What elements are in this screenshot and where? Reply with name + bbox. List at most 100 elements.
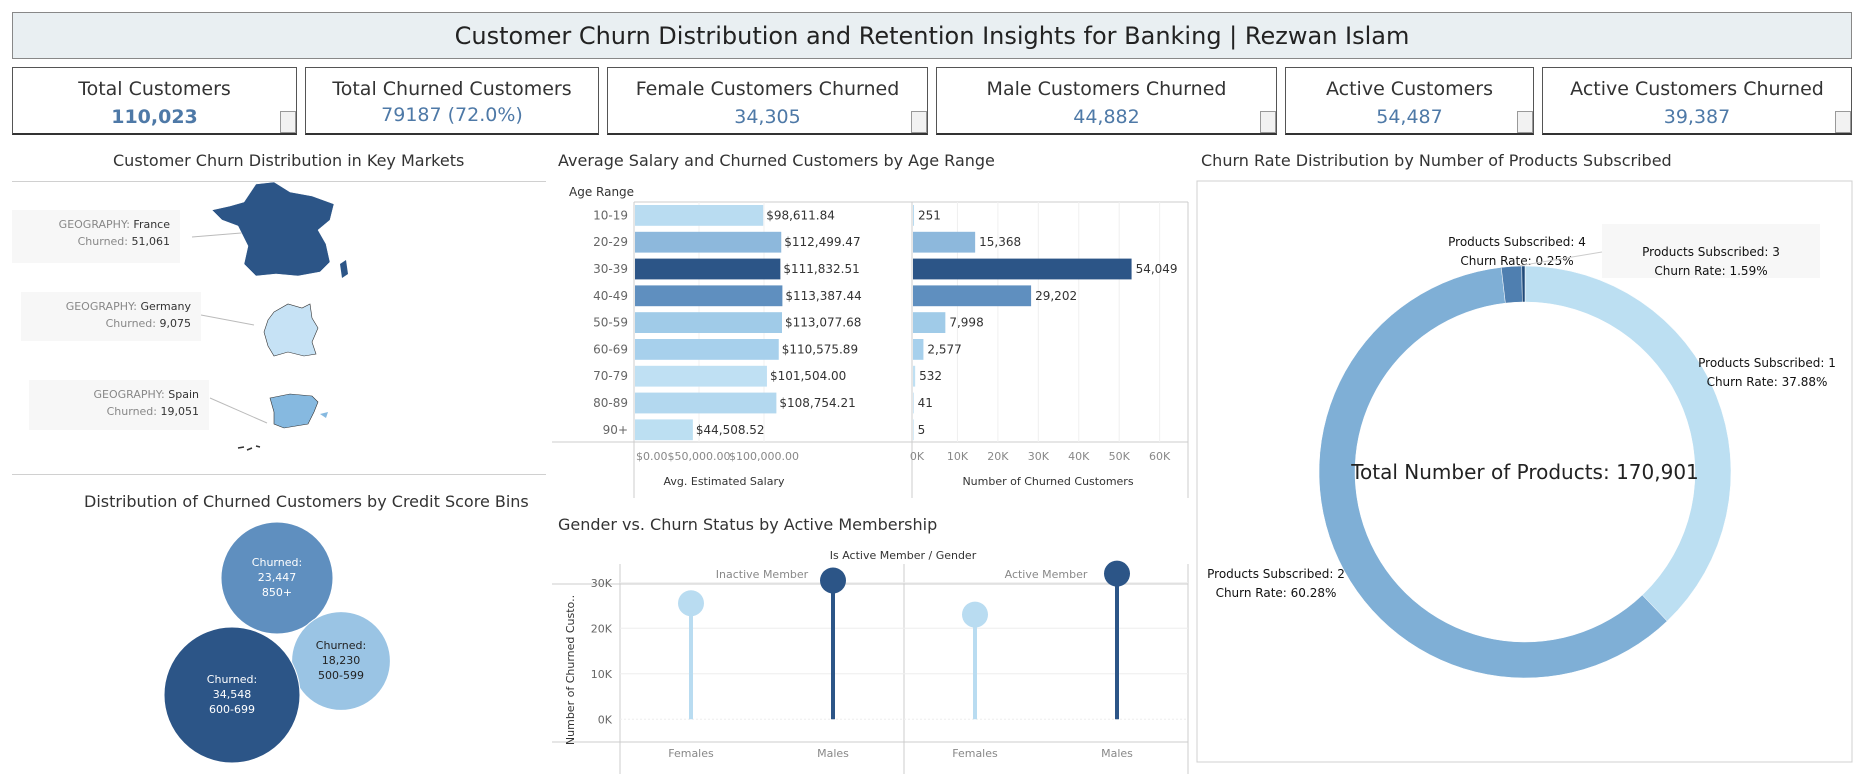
kpi-label: Female Customers Churned	[635, 78, 900, 100]
age-range-bar-chart: Age Range 0K 10K 20K 30K 40K 50K 60K $0.00 $50,00…	[552, 185, 1189, 498]
category-label: Males	[817, 747, 849, 760]
geography-label: GEOGRAPHY:	[93, 388, 165, 401]
salary-bar[interactable]	[635, 392, 777, 414]
gender-panel-title: Gender vs. Churn Status by Active Member…	[558, 515, 938, 534]
kpi-label: Active Customers Churned	[1570, 78, 1824, 100]
canary-islands	[237, 445, 261, 451]
donut-slice[interactable]	[1318, 267, 1668, 679]
churned-bar-label: 29,202	[1035, 289, 1077, 303]
slice-name-label: Products Subscribed: 3	[1642, 245, 1780, 259]
churned-bar[interactable]	[913, 285, 1032, 307]
churned-bar-label: 532	[919, 369, 942, 383]
kpi-total-customers[interactable]: Total Customers 110,023	[12, 67, 297, 135]
kpi-toggle-button[interactable]	[280, 111, 296, 133]
churned-label: Churned:	[106, 405, 157, 418]
credit-bubble[interactable]	[291, 611, 391, 711]
donut-panel-title: Churn Rate Distribution by Number of Pro…	[1201, 151, 1672, 170]
donut-slice[interactable]	[1524, 265, 1732, 622]
salary-bar[interactable]	[635, 339, 779, 360]
churned-tick-label: 0K	[910, 450, 925, 463]
lollipop-head[interactable]	[820, 567, 846, 594]
kpi-toggle-button[interactable]	[1835, 111, 1851, 133]
age-range-label: 30-39	[593, 262, 628, 276]
category-label: Females	[952, 747, 998, 760]
balearic-islands	[320, 412, 328, 418]
germany-region[interactable]	[263, 303, 319, 357]
churned-tick-label: 50K	[1109, 450, 1131, 463]
churned-bar[interactable]	[913, 365, 916, 387]
churned-bar[interactable]	[913, 205, 915, 226]
slice-rate-label: Churn Rate: 1.59%	[1654, 264, 1767, 278]
kpi-toggle-button[interactable]	[1260, 111, 1276, 133]
bubble-value-label: Churned:	[207, 673, 257, 686]
churned-bar-label: 54,049	[1136, 262, 1178, 276]
salary-bar[interactable]	[635, 419, 693, 441]
churned-bar[interactable]	[913, 312, 946, 333]
churned-label: Churned:	[77, 235, 128, 248]
bubble-bin-label: 600-699	[209, 703, 255, 716]
kpi-toggle-button[interactable]	[911, 111, 927, 133]
salary-bar[interactable]	[635, 285, 783, 307]
geography-value: France	[133, 218, 170, 231]
churned-bar-label: 2,577	[927, 342, 961, 356]
churned-tick-label: 30K	[1028, 450, 1050, 463]
churned-tick-label: 20K	[987, 450, 1009, 463]
salary-bar[interactable]	[635, 312, 783, 333]
churned-tick-label: 40K	[1068, 450, 1090, 463]
products-donut-chart: Total Number of Products: 170,901 Product…	[1196, 180, 1853, 763]
salary-bar[interactable]	[635, 205, 764, 226]
salary-bar-label: $111,832.51	[783, 262, 859, 276]
credit-bubble[interactable]	[163, 626, 301, 764]
salary-bar-label: $112,499.47	[784, 235, 860, 249]
churned-tick-label: 10K	[947, 450, 969, 463]
churned-bar[interactable]	[913, 392, 914, 414]
lollipop-header: Is Active Member / Gender	[830, 549, 977, 562]
lollipop-head[interactable]	[678, 590, 704, 617]
credit-score-bubble-chart: Churned: 23,447 850+ Churned: 18,230 500-599 C…	[163, 521, 391, 764]
kpi-label: Male Customers Churned	[986, 78, 1227, 100]
age-range-label: 50-59	[593, 316, 628, 330]
kpi-female-churned[interactable]: Female Customers Churned 34,305	[607, 67, 928, 135]
france-region[interactable]	[211, 181, 335, 277]
group-label: Active Member	[1005, 568, 1088, 581]
churned-bar[interactable]	[913, 258, 1132, 280]
slice-rate-label: Churn Rate: 37.88%	[1707, 375, 1828, 389]
slice-label-box	[1602, 224, 1820, 278]
kpi-male-churned[interactable]: Male Customers Churned 44,882	[936, 67, 1277, 135]
lollipop-head[interactable]	[962, 601, 988, 628]
y-tick-label: 0K	[598, 713, 613, 726]
kpi-value: 54,487	[1376, 106, 1443, 128]
age-range-label: 20-29	[593, 235, 628, 249]
slice-name-label: Products Subscribed: 4	[1448, 235, 1586, 249]
churned-label: Churned:	[105, 317, 156, 330]
salary-bar[interactable]	[635, 258, 781, 280]
churned-bar-label: 251	[918, 208, 941, 222]
churned-bar[interactable]	[913, 339, 924, 360]
corsica-region[interactable]	[340, 260, 348, 278]
lollipop-head[interactable]	[1104, 560, 1130, 587]
salary-bar-label: $113,077.68	[785, 316, 861, 330]
donut-slice[interactable]	[1521, 265, 1526, 303]
kpi-active-churned[interactable]: Active Customers Churned 39,387	[1542, 67, 1852, 135]
key-markets-map	[191, 181, 348, 451]
y-axis-title: Number of Churned Custo..	[564, 595, 577, 745]
y-tick-label: 30K	[591, 577, 613, 590]
salary-bar[interactable]	[635, 365, 767, 387]
spain-region[interactable]	[269, 393, 319, 429]
churned-bar[interactable]	[913, 419, 914, 441]
kpi-value: 39,387	[1663, 106, 1731, 128]
bubble-count-label: 34,548	[213, 688, 252, 701]
bubble-count-label: 23,447	[258, 571, 297, 584]
bubble-bin-label: 500-599	[318, 669, 364, 682]
kpi-total-churned[interactable]: Total Churned Customers 79187 (72.0%)	[305, 67, 599, 135]
kpi-toggle-button[interactable]	[1517, 111, 1533, 133]
kpi-active-customers[interactable]: Active Customers 54,487	[1285, 67, 1534, 135]
churned-bar[interactable]	[913, 231, 976, 253]
salary-bar[interactable]	[635, 231, 782, 253]
credit-bubble[interactable]	[220, 521, 334, 635]
france-tooltip: GEOGRAPHY: France Churned: 51,061	[12, 210, 180, 263]
age-range-label: 60-69	[593, 342, 628, 356]
geography-value: Spain	[168, 388, 199, 401]
dashboard-title: Customer Churn Distribution and Retentio…	[12, 12, 1852, 59]
y-tick-label: 10K	[591, 668, 613, 681]
